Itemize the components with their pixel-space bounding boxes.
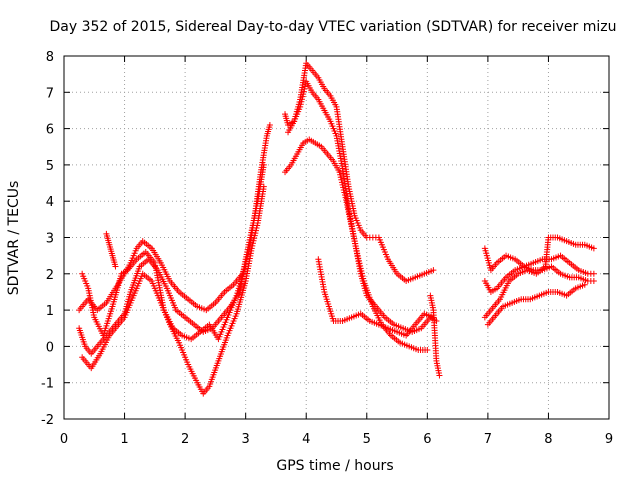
y-axis-label: SDTVAR / TECUs (6, 181, 22, 296)
data-point (590, 270, 597, 277)
y-tick-label: -2 (41, 413, 54, 428)
y-tick-label: 3 (46, 232, 54, 247)
x-axis-ticks: 0 1 2 3 4 5 6 7 8 9 (60, 56, 613, 447)
data-point-sample (340, 186, 347, 193)
data-point (430, 267, 437, 274)
data-point (354, 252, 361, 259)
data-point-sample (337, 171, 344, 178)
data-point-sample (300, 91, 307, 98)
x-tick-label: 0 (60, 432, 68, 447)
data-point (436, 372, 443, 379)
x-tick-label: 2 (181, 432, 189, 447)
data-point (112, 263, 119, 270)
y-tick-label: 6 (46, 123, 54, 138)
data-point-sample (298, 98, 305, 105)
data-point (297, 103, 304, 110)
x-tick-label: 4 (302, 432, 310, 447)
data-point-sample (360, 275, 367, 282)
data-point (266, 121, 273, 128)
data-point-sample (357, 262, 364, 269)
data-point (242, 263, 249, 270)
data-point-sample (357, 265, 364, 272)
data-point (260, 183, 267, 190)
data-point-sample (338, 179, 345, 186)
y-tick-label: 4 (46, 195, 54, 210)
data-point (260, 161, 267, 168)
data-point-sample (298, 96, 305, 103)
data-point-sample (341, 189, 348, 196)
chart-grid (64, 56, 609, 419)
data-point-sample (251, 232, 258, 239)
data-points (76, 60, 597, 397)
data-point-sample (252, 227, 259, 234)
y-tick-label: 5 (46, 159, 54, 174)
y-tick-label: 7 (46, 86, 54, 101)
data-point-sample (338, 176, 345, 183)
y-tick-label: 0 (46, 340, 54, 355)
data-point-sample (358, 270, 365, 277)
y-axis-ticks: -2 -1 0 1 2 3 4 5 6 7 8 (41, 50, 609, 428)
x-tick-label: 5 (363, 432, 371, 447)
data-point-sample (299, 93, 306, 100)
data-point-sample (249, 240, 256, 247)
y-tick-label: 8 (46, 50, 54, 65)
data-point-sample (253, 225, 260, 232)
x-tick-label: 7 (484, 432, 492, 447)
data-point-sample (297, 101, 304, 108)
data-point-sample (301, 86, 308, 93)
data-point-sample (340, 184, 347, 191)
data-point-sample (251, 235, 258, 242)
x-tick-label: 6 (423, 432, 431, 447)
data-point-sample (358, 267, 365, 274)
data-point-sample (339, 181, 346, 188)
data-point-sample (337, 174, 344, 181)
data-point-sample (250, 237, 257, 244)
data-point-sample (341, 192, 348, 199)
data-point-sample (356, 260, 363, 267)
data-point (248, 245, 255, 252)
x-tick-label: 1 (120, 432, 128, 447)
chart-title: Day 352 of 2015, Sidereal Day-to-day VTE… (50, 19, 617, 35)
data-point-sample (252, 230, 259, 237)
data-point-sample (254, 222, 261, 229)
data-point (424, 347, 431, 354)
y-tick-label: 1 (46, 304, 54, 319)
data-point-sample (355, 255, 362, 262)
data-point (590, 245, 597, 252)
data-point-sample (249, 242, 256, 249)
data-point (581, 281, 588, 288)
data-point (590, 278, 597, 285)
x-axis-label: GPS time / hours (276, 458, 393, 474)
y-tick-label: -1 (41, 377, 54, 392)
y-tick-label: 2 (46, 268, 54, 283)
data-point-sample (359, 272, 366, 279)
x-tick-label: 8 (544, 432, 552, 447)
x-tick-label: 3 (242, 432, 250, 447)
data-point (336, 169, 343, 176)
data-point-sample (355, 257, 362, 264)
x-tick-label: 9 (605, 432, 613, 447)
data-point-sample (300, 88, 307, 95)
